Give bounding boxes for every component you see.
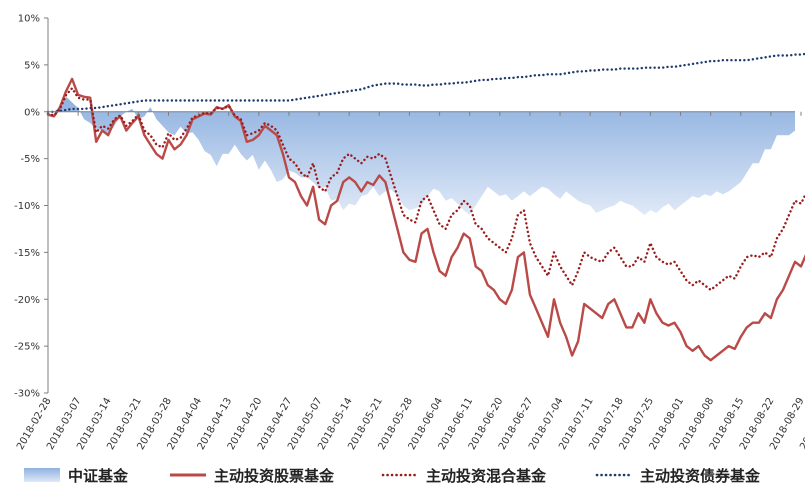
legend-label-1: 主动投资股票基金 [214, 467, 335, 485]
y-tick-label: -5% [21, 154, 40, 165]
y-tick-label: -30% [14, 389, 40, 400]
legend-label-0: 中证基金 [68, 467, 129, 485]
axes: 10%5%0%-5%-10%-15%-20%-25%-30%2018-02-28… [14, 14, 805, 452]
y-tick-label: 0% [24, 107, 40, 118]
y-tick-label: -25% [14, 342, 40, 353]
legend: 中证基金 主动投资股票基金 主动投资混合基金 主动投资债券基金 [24, 467, 761, 485]
series-area-0 [48, 96, 795, 215]
y-tick-label: 10% [18, 14, 40, 25]
y-tick-label: 5% [24, 60, 40, 71]
legend-label-2: 主动投资混合基金 [426, 467, 547, 485]
legend-label-3: 主动投资债券基金 [640, 467, 761, 485]
y-tick-label: -10% [14, 201, 40, 212]
series-line-1 [46, 77, 805, 362]
y-tick-label: -15% [14, 248, 40, 259]
plot-area [46, 52, 805, 362]
y-tick-label: -20% [14, 295, 40, 306]
series-line-2 [46, 87, 805, 292]
series-line-3 [46, 52, 805, 114]
legend-swatch-0 [24, 468, 60, 482]
